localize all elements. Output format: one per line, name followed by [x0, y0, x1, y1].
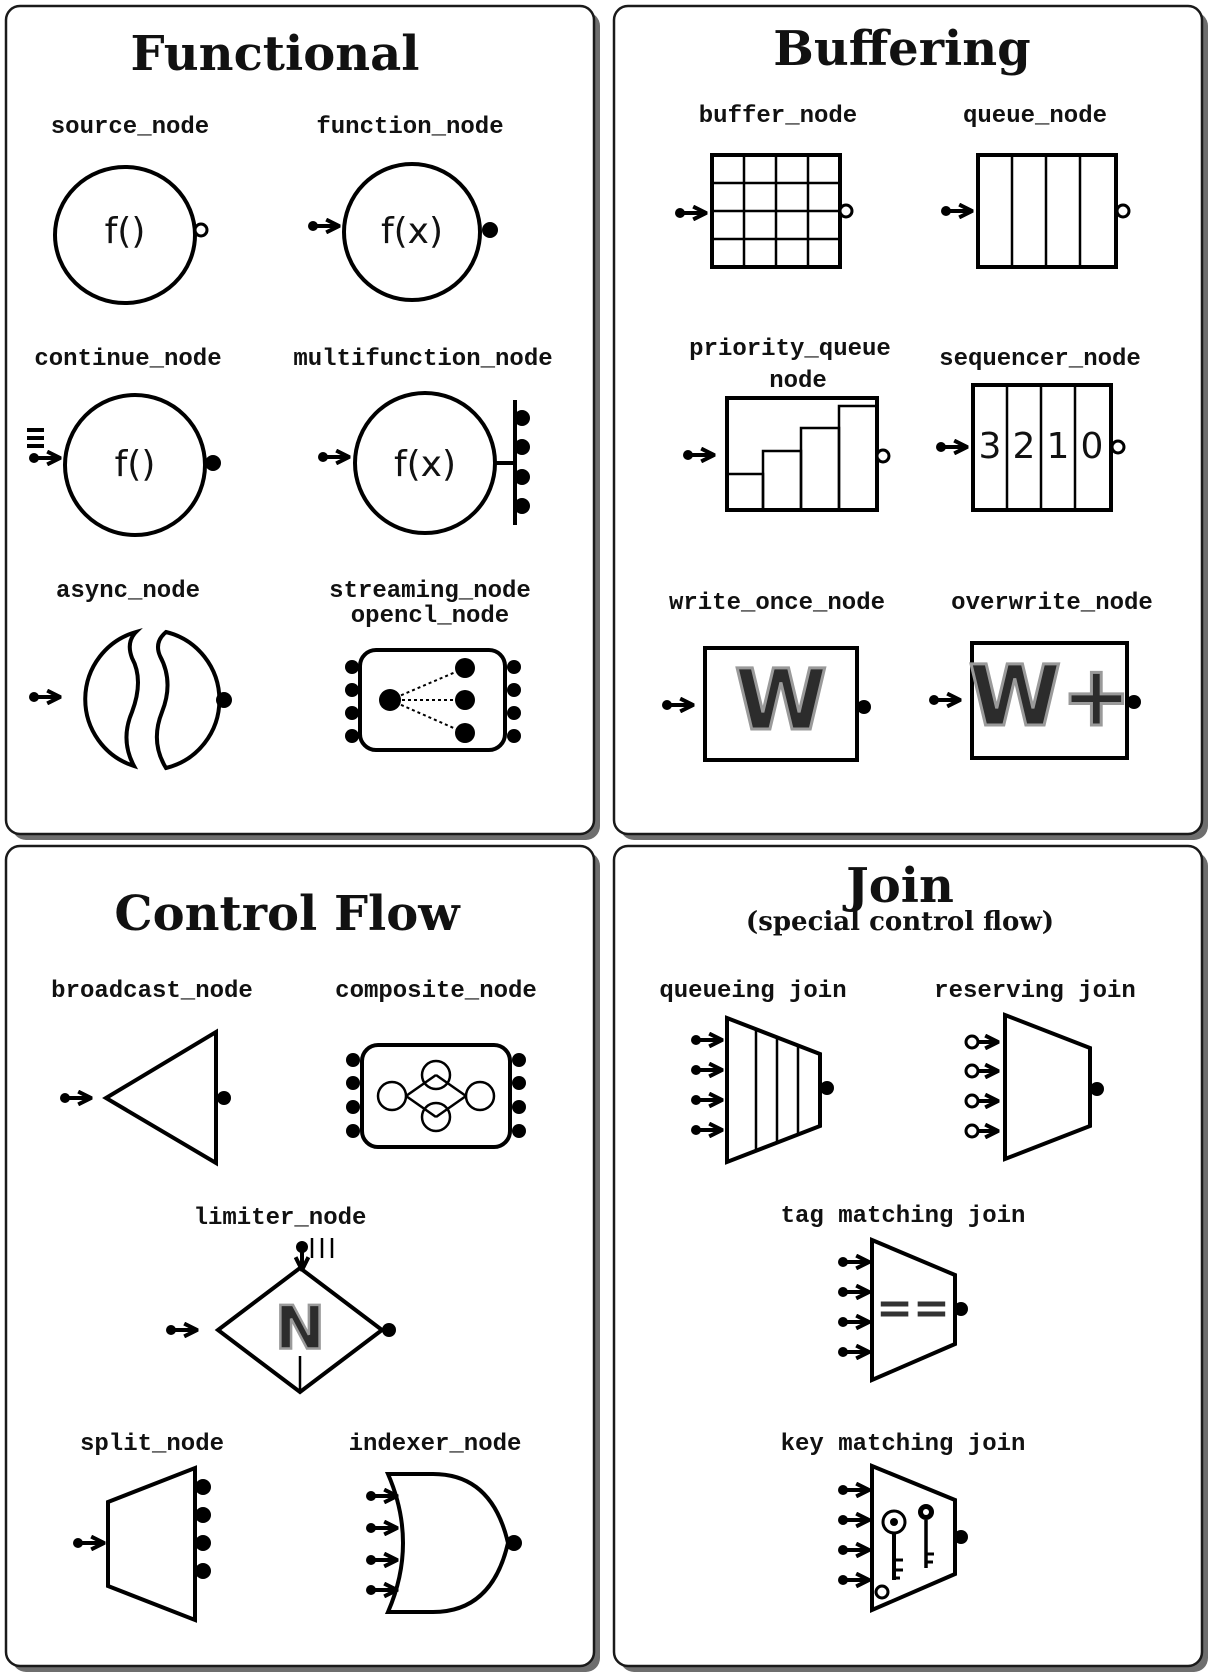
reserving-join-icon [966, 1012, 1104, 1162]
split-node-icon [73, 1465, 211, 1623]
broadcast-node-label: broadcast_node [51, 978, 253, 1005]
queue-node-icon [941, 153, 1131, 269]
tag-matching-join-label: tag matching join [781, 1203, 1026, 1230]
key-matching-join-label: key matching join [781, 1431, 1026, 1458]
multifunction-node-label: multifunction_node [293, 346, 552, 373]
buffer-node-label: buffer_node [699, 103, 857, 130]
sequencer-slot-3: 3 [979, 426, 1002, 467]
overwrite-node-icon: W+ [929, 641, 1141, 760]
join-title: Join [842, 858, 954, 914]
continue-node-function-text: f() [115, 444, 156, 485]
sequencer-slot-0: 0 [1081, 426, 1104, 467]
sequencer-node-icon: 3 2 1 0 [936, 383, 1126, 512]
buffering-title: Buffering [773, 21, 1030, 77]
function-node-label: function_node [316, 114, 503, 141]
opencl-node-label: opencl_node [351, 603, 509, 630]
limiter-symbol: N [275, 1294, 325, 1364]
functional-title: Functional [131, 26, 420, 82]
sequencer-node-label: sequencer_node [939, 346, 1141, 373]
overwrite-node-label: overwrite_node [951, 590, 1153, 617]
tag-matching-symbol: == [876, 1283, 950, 1334]
write-once-symbol: W [735, 651, 828, 749]
control-flow-title: Control Flow [114, 886, 461, 942]
write-once-node-icon: W [662, 646, 871, 762]
source-node-label: source_node [51, 114, 209, 141]
overwrite-symbol: W+ [968, 647, 1131, 745]
composite-node-icon [346, 1043, 526, 1149]
function-node-function-text: f(x) [381, 211, 443, 252]
multifunction-node-icon: f(x) [318, 391, 530, 535]
indexer-node-icon [366, 1472, 522, 1614]
write-once-node-label: write_once_node [669, 590, 885, 617]
limiter-node-label: limiter_node [194, 1205, 367, 1232]
sequencer-slot-2: 2 [1013, 426, 1036, 467]
key-icon [881, 1509, 907, 1580]
source-node-function-text: f() [105, 211, 146, 252]
indexer-node-label: indexer_node [349, 1431, 522, 1458]
streaming-node-icon [345, 648, 521, 752]
queueing-join-label: queueing join [659, 978, 846, 1005]
sequencer-slot-1: 1 [1047, 426, 1070, 467]
continue-node-icon: f() [27, 393, 221, 537]
priority-queue-node-label-line2: node [769, 368, 827, 395]
limiter-node-icon: N [166, 1238, 396, 1395]
continue-node-label: continue_node [34, 346, 221, 373]
streaming-node-label: streaming_node [329, 578, 531, 605]
tag-matching-join-icon: == [838, 1236, 968, 1384]
reserving-join-label: reserving join [934, 978, 1136, 1005]
key-icon [918, 1504, 934, 1568]
function-node-icon: f(x) [308, 162, 498, 302]
async-node-label: async_node [56, 578, 200, 605]
split-node-label: split_node [80, 1431, 224, 1458]
buffer-node-icon [675, 153, 854, 269]
source-node-icon: f() [53, 165, 209, 305]
key-matching-join-icon [838, 1463, 968, 1614]
priority-queue-node-icon [683, 396, 891, 512]
broadcast-node-icon [60, 1028, 231, 1167]
multifunction-node-function-text: f(x) [394, 444, 456, 485]
queueing-join-icon [691, 1015, 834, 1165]
priority-queue-node-label-line1: priority_queue [689, 336, 891, 363]
join-subtitle: (special control flow) [746, 907, 1054, 937]
queue-node-label: queue_node [963, 103, 1107, 130]
composite-node-label: composite_node [335, 978, 537, 1005]
async-node-icon [29, 627, 232, 771]
